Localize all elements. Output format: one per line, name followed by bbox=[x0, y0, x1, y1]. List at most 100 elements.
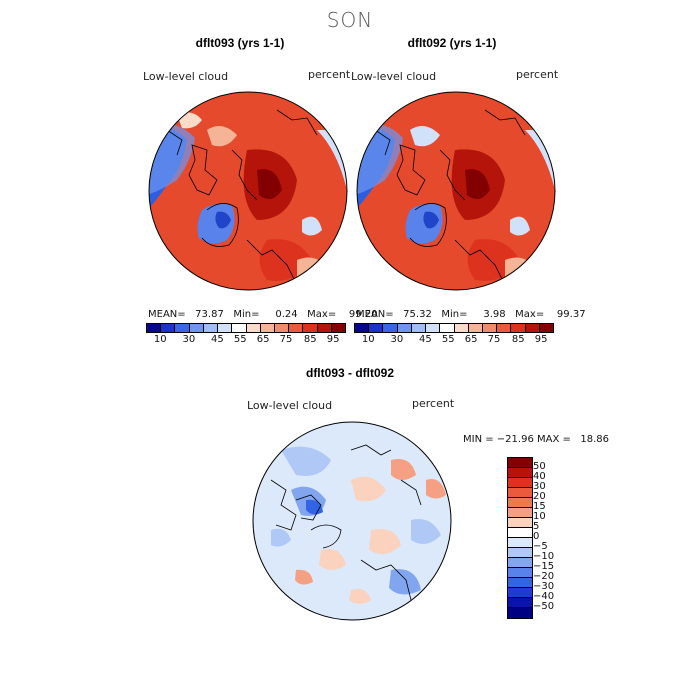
colorbar-swatch bbox=[411, 324, 427, 332]
colorbar-swatch bbox=[369, 324, 384, 332]
colorbar-swatch bbox=[508, 608, 532, 618]
colorbar-swatch bbox=[508, 478, 532, 488]
diff-stats: MIN = −21.96 MAX = 18.86 bbox=[463, 434, 610, 445]
colorbar-swatch bbox=[497, 324, 512, 332]
colorbar-swatch bbox=[508, 458, 532, 468]
colorbar-tick-label: −40 bbox=[533, 591, 555, 602]
colorbar-swatch bbox=[508, 518, 532, 528]
colorbar-tick-label: 30 bbox=[390, 334, 404, 345]
colorbar-swatch bbox=[161, 324, 176, 332]
colorbar-swatch bbox=[274, 324, 290, 332]
colorbar-tick-label: 15 bbox=[533, 501, 546, 512]
colorbar-swatch bbox=[440, 324, 455, 332]
colorbar-tick-label: −20 bbox=[533, 571, 555, 582]
colorbar-swatch bbox=[508, 498, 532, 508]
panel2-title: dflt092 (yrs 1-1) bbox=[407, 36, 497, 50]
panel2-colorbar-strip bbox=[354, 323, 554, 333]
panel2-stats: MEAN= 75.32 Min= 3.98 Max= 99.37 bbox=[356, 309, 586, 320]
colorbar-swatch bbox=[508, 468, 532, 478]
colorbar-tick-label: 95 bbox=[326, 334, 340, 345]
colorbar-tick-label: 75 bbox=[487, 334, 501, 345]
colorbar-swatch bbox=[508, 508, 532, 518]
colorbar-swatch bbox=[508, 548, 532, 558]
panel2-variable: Low-level cloud bbox=[351, 70, 437, 83]
colorbar-swatch bbox=[331, 324, 346, 332]
colorbar-swatch bbox=[508, 588, 532, 598]
colorbar-tick-label: 10 bbox=[153, 334, 167, 345]
colorbar-swatch bbox=[508, 578, 532, 588]
colorbar-swatch bbox=[482, 324, 498, 332]
colorbar-swatch bbox=[317, 324, 332, 332]
colorbar-tick-label: 95 bbox=[534, 334, 548, 345]
colorbar-swatch bbox=[260, 324, 275, 332]
colorbar-tick-label: −15 bbox=[533, 561, 555, 572]
colorbar-swatch bbox=[203, 324, 219, 332]
colorbar-swatch bbox=[189, 324, 204, 332]
colorbar-swatch bbox=[508, 488, 532, 498]
colorbar-tick-label: 85 bbox=[511, 334, 525, 345]
colorbar-tick-label: 0 bbox=[533, 531, 540, 542]
colorbar-tick-label: 30 bbox=[533, 481, 546, 492]
colorbar-tick-label: 30 bbox=[182, 334, 196, 345]
colorbar-tick-label: 55 bbox=[233, 334, 247, 345]
panel1-map bbox=[148, 91, 348, 291]
diff-title: dflt093 - dflt092 bbox=[305, 366, 395, 380]
colorbar-tick-label: 10 bbox=[533, 511, 546, 522]
panel1-colorbar: 10 30 45 55 65 75 85 95 bbox=[146, 323, 346, 347]
colorbar-swatch bbox=[508, 558, 532, 568]
colorbar-swatch bbox=[508, 568, 532, 578]
panel2-colorbar: 10 30 45 55 65 75 85 95 bbox=[354, 323, 554, 347]
colorbar-swatch bbox=[508, 528, 532, 538]
colorbar-tick-label: −10 bbox=[533, 551, 555, 562]
colorbar-swatch bbox=[218, 324, 233, 332]
colorbar-tick-label: 50 bbox=[533, 461, 546, 472]
panel2-units: percent bbox=[516, 68, 559, 81]
colorbar-tick-label: 45 bbox=[419, 334, 432, 345]
diff-variable: Low-level cloud bbox=[247, 399, 333, 412]
colorbar-tick-label: −5 bbox=[533, 541, 548, 552]
colorbar-swatch bbox=[468, 324, 483, 332]
colorbar-tick-label: 75 bbox=[279, 334, 293, 345]
panel2-map bbox=[356, 91, 556, 291]
colorbar-swatch bbox=[246, 324, 261, 332]
colorbar-tick-label: 85 bbox=[303, 334, 317, 345]
colorbar-tick-label: 10 bbox=[361, 334, 375, 345]
panel1-title: dflt093 (yrs 1-1) bbox=[195, 36, 285, 50]
colorbar-swatch bbox=[289, 324, 304, 332]
colorbar-swatch bbox=[426, 324, 441, 332]
colorbar-tick-label: −30 bbox=[533, 581, 555, 592]
diff-colorbar-ticks: 50 40 30 20 15 10 5 0 −5 −10 −15 −20 −30 −40 −50 bbox=[505, 457, 565, 627]
colorbar-swatch bbox=[508, 598, 532, 608]
panel2-colorbar-ticks: 10 30 45 55 65 75 85 95 bbox=[354, 333, 554, 347]
colorbar-tick-label: 65 bbox=[256, 334, 270, 345]
colorbar-tick-label: −50 bbox=[533, 601, 555, 612]
diff-map bbox=[252, 421, 452, 621]
panel1-colorbar-ticks: 10 30 45 55 65 75 85 95 bbox=[146, 333, 346, 347]
colorbar-tick-label: 55 bbox=[441, 334, 455, 345]
colorbar-swatch bbox=[355, 324, 370, 332]
colorbar-swatch bbox=[508, 538, 532, 548]
colorbar-tick-label: 65 bbox=[464, 334, 478, 345]
panel1-colorbar-strip bbox=[146, 323, 346, 333]
colorbar-tick-label: 45 bbox=[211, 334, 224, 345]
colorbar-swatch bbox=[383, 324, 398, 332]
colorbar-swatch bbox=[147, 324, 162, 332]
colorbar-tick-label: 20 bbox=[533, 491, 546, 502]
diff-colorbar bbox=[507, 457, 533, 619]
diff-units: percent bbox=[412, 397, 455, 410]
colorbar-tick-label: 5 bbox=[533, 521, 540, 532]
panel1-variable: Low-level cloud bbox=[143, 70, 229, 83]
colorbar-swatch bbox=[303, 324, 318, 332]
colorbar-swatch bbox=[539, 324, 554, 332]
colorbar-swatch bbox=[454, 324, 469, 332]
colorbar-swatch bbox=[175, 324, 190, 332]
colorbar-swatch bbox=[511, 324, 526, 332]
season-title: SON bbox=[326, 8, 374, 32]
colorbar-tick-label: 40 bbox=[533, 471, 546, 482]
panel1-stats: MEAN= 73.87 Min= 0.24 Max= 99.20 bbox=[148, 309, 378, 320]
colorbar-swatch bbox=[525, 324, 540, 332]
colorbar-swatch bbox=[232, 324, 247, 332]
diff-colorbar-strip bbox=[507, 457, 533, 619]
panel1-units: percent bbox=[308, 68, 351, 81]
colorbar-swatch bbox=[397, 324, 412, 332]
